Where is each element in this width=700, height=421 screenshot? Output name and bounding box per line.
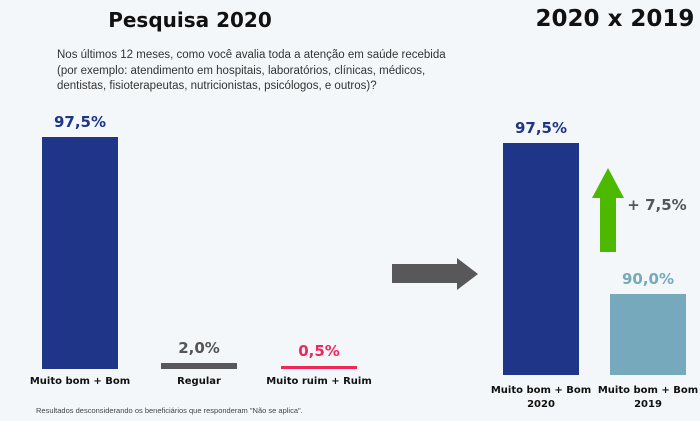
right-title: 2020 x 2019: [535, 6, 695, 32]
category-label: Muito bom + Bom: [29, 376, 131, 387]
category-label-line2: 2019: [634, 399, 662, 410]
category-label: Muito ruim + Ruim: [266, 376, 372, 387]
bar-value-label: 2,0%: [178, 339, 220, 357]
up-arrow-icon: [592, 168, 624, 252]
question-text: Nos últimos 12 meses, como você avalia t…: [57, 49, 446, 92]
footnote: Resultados desconsiderando os beneficiár…: [36, 406, 303, 415]
left-title: Pesquisa 2020: [108, 8, 272, 32]
bar-value-label: 97,5%: [53, 113, 107, 131]
category-label-line2: 2020: [527, 399, 555, 410]
bar: [42, 137, 118, 369]
bar: [610, 294, 686, 375]
bar-value-label: 90,0%: [621, 270, 675, 288]
bar: [281, 366, 357, 369]
category-label-line1: Muito bom + Bom: [597, 385, 699, 396]
difference-label: + 7,5%: [627, 196, 687, 214]
bar: [503, 143, 579, 375]
bar-value-label: 0,5%: [298, 342, 340, 360]
category-label: Regular: [177, 376, 221, 387]
bar-value-label: 97,5%: [514, 119, 568, 137]
bar: [161, 363, 237, 369]
category-label-line1: Muito bom + Bom: [490, 385, 592, 396]
right-arrow-icon: [392, 258, 478, 290]
